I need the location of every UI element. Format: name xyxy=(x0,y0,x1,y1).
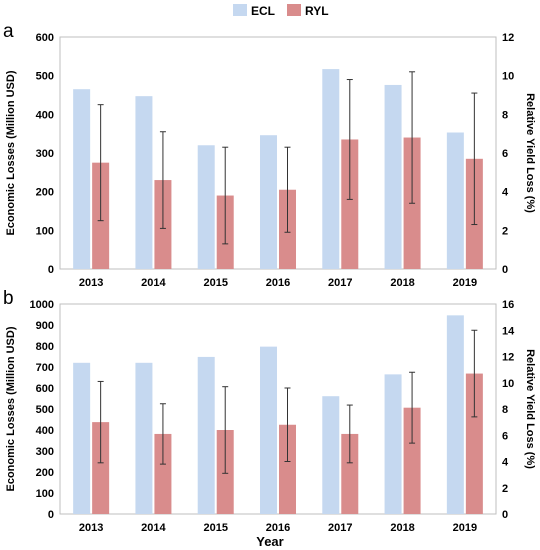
legend-swatch-ryl xyxy=(287,4,301,16)
bar-ecl xyxy=(446,132,464,269)
bar-ecl xyxy=(135,96,153,269)
y-tick-label: 400 xyxy=(36,425,54,437)
y-tick-label: 300 xyxy=(36,446,54,458)
y2-tick-label: 6 xyxy=(502,148,508,160)
y2-tick-label: 2 xyxy=(502,225,508,237)
plot-frame xyxy=(59,303,497,515)
y2-axis-title: Relative Yield Loss (%) xyxy=(524,93,536,213)
legend-label-ecl: ECL xyxy=(251,4,275,18)
y2-tick-label: 10 xyxy=(502,378,514,390)
x-tick-label: 2013 xyxy=(79,277,103,289)
x-tick-label: 2016 xyxy=(266,522,290,534)
y2-tick-label: 0 xyxy=(502,509,508,521)
y-tick-label: 100 xyxy=(36,225,54,237)
y2-tick-label: 0 xyxy=(502,264,508,276)
y2-tick-label: 2 xyxy=(502,483,508,495)
y-tick-label: 100 xyxy=(36,488,54,500)
bar-ryl xyxy=(341,433,359,514)
x-tick-label: 2014 xyxy=(141,522,166,534)
y-tick-label: 500 xyxy=(36,71,54,83)
y-tick-label: 0 xyxy=(48,509,54,521)
y-tick-label: 600 xyxy=(36,32,54,44)
bar-ryl xyxy=(465,373,483,514)
x-tick-label: 2016 xyxy=(266,277,290,289)
legend-swatch-ecl xyxy=(233,4,247,16)
legend: ECL RYL xyxy=(233,4,329,18)
x-tick-label: 2014 xyxy=(141,277,166,289)
y2-tick-label: 10 xyxy=(502,71,514,83)
bar-ecl xyxy=(322,396,340,514)
y-tick-label: 0 xyxy=(48,264,54,276)
x-tick-label: 2019 xyxy=(453,522,477,534)
y-tick-label: 700 xyxy=(36,362,54,374)
y-tick-label: 400 xyxy=(36,109,54,121)
x-tick-label: 2018 xyxy=(390,522,414,534)
y2-axis-title: Relative Yield Loss (%) xyxy=(524,349,536,469)
y2-tick-label: 16 xyxy=(502,299,514,311)
bar-ryl xyxy=(154,433,172,514)
y2-tick-label: 8 xyxy=(502,109,508,121)
bar-ecl xyxy=(73,362,91,514)
y-tick-label: 500 xyxy=(36,404,54,416)
y2-tick-label: 12 xyxy=(502,352,514,364)
y-tick-label: 900 xyxy=(36,320,54,332)
y2-tick-label: 8 xyxy=(502,404,508,416)
x-axis-title: Year xyxy=(256,534,283,549)
y-tick-label: 200 xyxy=(36,187,54,199)
x-tick-label: 2015 xyxy=(203,522,227,534)
bar-ecl xyxy=(73,89,91,269)
x-tick-label: 2019 xyxy=(453,277,477,289)
panel-label-b: b xyxy=(3,288,14,309)
y-axis-title: Economic Losses (Million USD) xyxy=(5,70,17,235)
bar-ecl xyxy=(197,356,215,514)
bar-ryl xyxy=(92,422,110,514)
bar-ecl xyxy=(260,346,277,514)
plot-frame xyxy=(59,36,497,270)
x-tick-label: 2013 xyxy=(79,522,103,534)
bar-ecl xyxy=(384,84,402,270)
bar-ecl xyxy=(446,315,464,514)
y2-tick-label: 4 xyxy=(502,457,509,469)
bar-ryl xyxy=(341,139,359,269)
y2-tick-label: 4 xyxy=(502,187,509,199)
bar-ecl xyxy=(322,69,340,270)
legend-label-ryl: RYL xyxy=(305,4,329,18)
x-tick-label: 2017 xyxy=(328,277,352,289)
x-tick-label: 2015 xyxy=(203,277,227,289)
y-tick-label: 800 xyxy=(36,341,54,353)
y-axis-title: Economic Losses (Million USD) xyxy=(5,326,17,491)
y-tick-label: 1000 xyxy=(30,299,54,311)
y2-tick-label: 14 xyxy=(502,325,515,337)
panel-a: 0 100 200 300 400 500 600 0 2 4 6 8 10 12 Economic Los… xyxy=(5,32,536,289)
y-tick-label: 300 xyxy=(36,148,54,160)
bar-ryl xyxy=(403,407,421,514)
bar-ecl xyxy=(197,145,215,269)
bar-ecl xyxy=(384,374,402,514)
bar-ecl xyxy=(135,362,153,514)
y2-tick-label: 6 xyxy=(502,430,508,442)
bar-ryl xyxy=(279,424,296,514)
y-tick-label: 200 xyxy=(36,467,54,479)
panel-b: 0 100 200 300 400 500 600 700 800 900 1000 0 2 4 6 8 10 1… xyxy=(5,299,536,534)
x-tick-label: 2018 xyxy=(390,277,414,289)
y2-tick-label: 12 xyxy=(502,32,514,44)
x-tick-label: 2017 xyxy=(328,522,352,534)
panel-label-a: a xyxy=(3,21,14,42)
y-tick-label: 600 xyxy=(36,383,54,395)
bar-ecl xyxy=(260,135,277,269)
